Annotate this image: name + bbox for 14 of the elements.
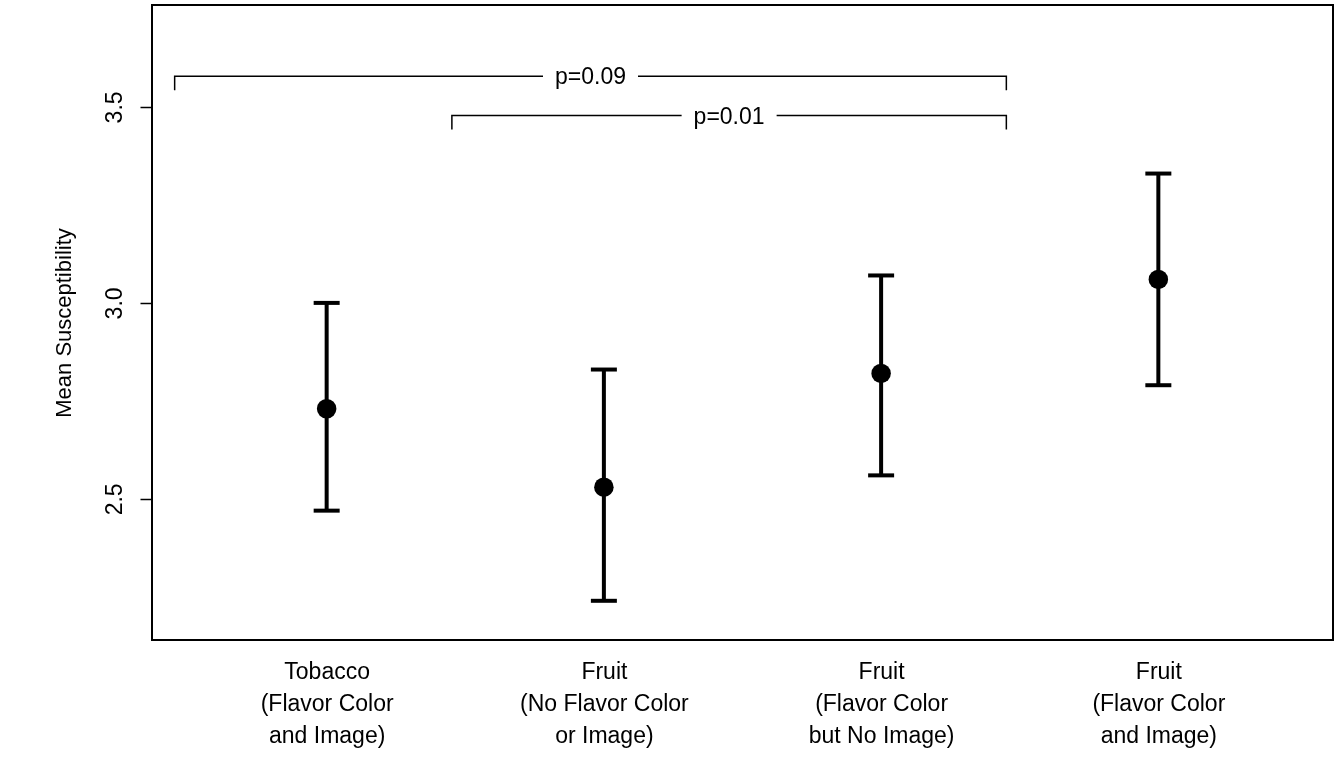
annotation: p=0.09 bbox=[555, 63, 626, 90]
x-tick-label: Tobacco (Flavor Color and Image) bbox=[260, 657, 394, 748]
point bbox=[316, 399, 337, 419]
point bbox=[1148, 269, 1169, 290]
y-axis-title: Mean Susceptibility bbox=[50, 228, 76, 418]
point bbox=[871, 363, 891, 384]
annotation: p=0.01 bbox=[693, 102, 765, 129]
y-tick-label: 3.5 bbox=[100, 91, 127, 124]
x-tick-label: Fruit (Flavor Color and Image) bbox=[1092, 657, 1226, 748]
x-tick-label: Fruit (No Flavor Color or Image) bbox=[520, 657, 690, 748]
y-tick-label: 3.0 bbox=[100, 287, 127, 320]
y-tick-label: 2.5 bbox=[100, 483, 127, 516]
point bbox=[594, 477, 614, 497]
x-tick-label: Fruit (Flavor Color but No Image) bbox=[808, 657, 955, 748]
